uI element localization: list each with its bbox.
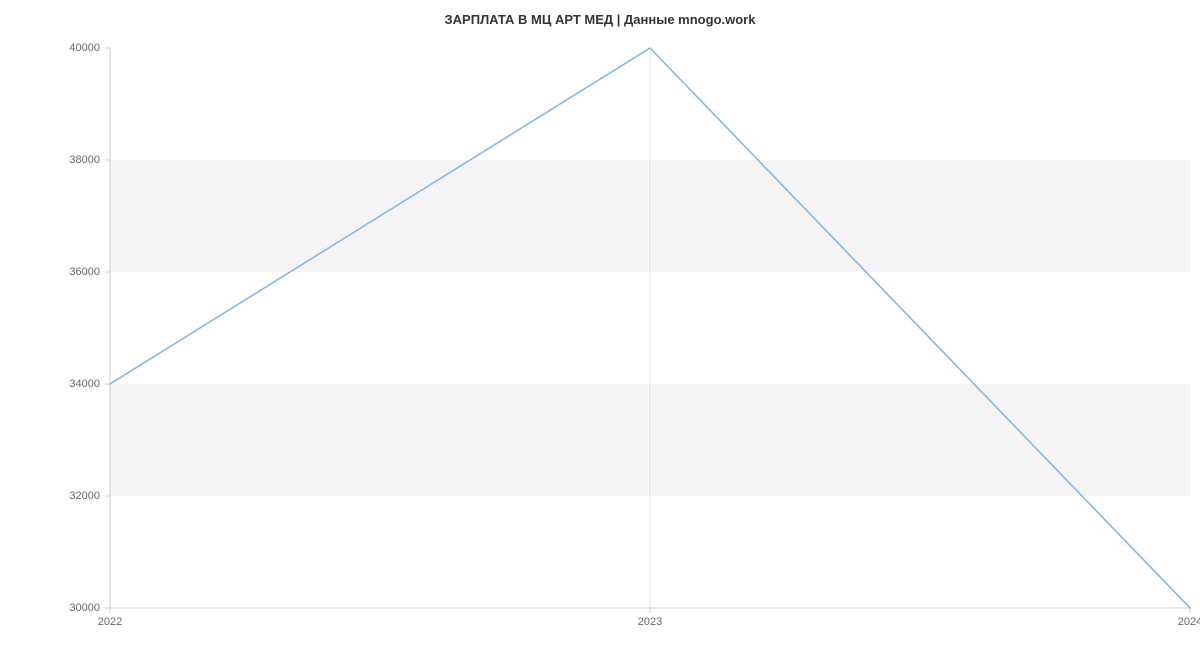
chart-svg — [0, 0, 1200, 650]
y-tick-label: 34000 — [0, 378, 100, 390]
y-tick-label: 36000 — [0, 266, 100, 278]
x-tick-label: 2024 — [1178, 616, 1200, 628]
y-tick-label: 32000 — [0, 490, 100, 502]
x-tick-label: 2023 — [638, 616, 662, 628]
chart-container: 30000 32000 34000 36000 38000 40000 2022 2023 20… — [0, 0, 1200, 650]
y-tick-label: 40000 — [0, 42, 100, 54]
y-tick-label: 38000 — [0, 154, 100, 166]
y-tick-label: 30000 — [0, 602, 100, 614]
x-tick-label: 2022 — [98, 616, 122, 628]
